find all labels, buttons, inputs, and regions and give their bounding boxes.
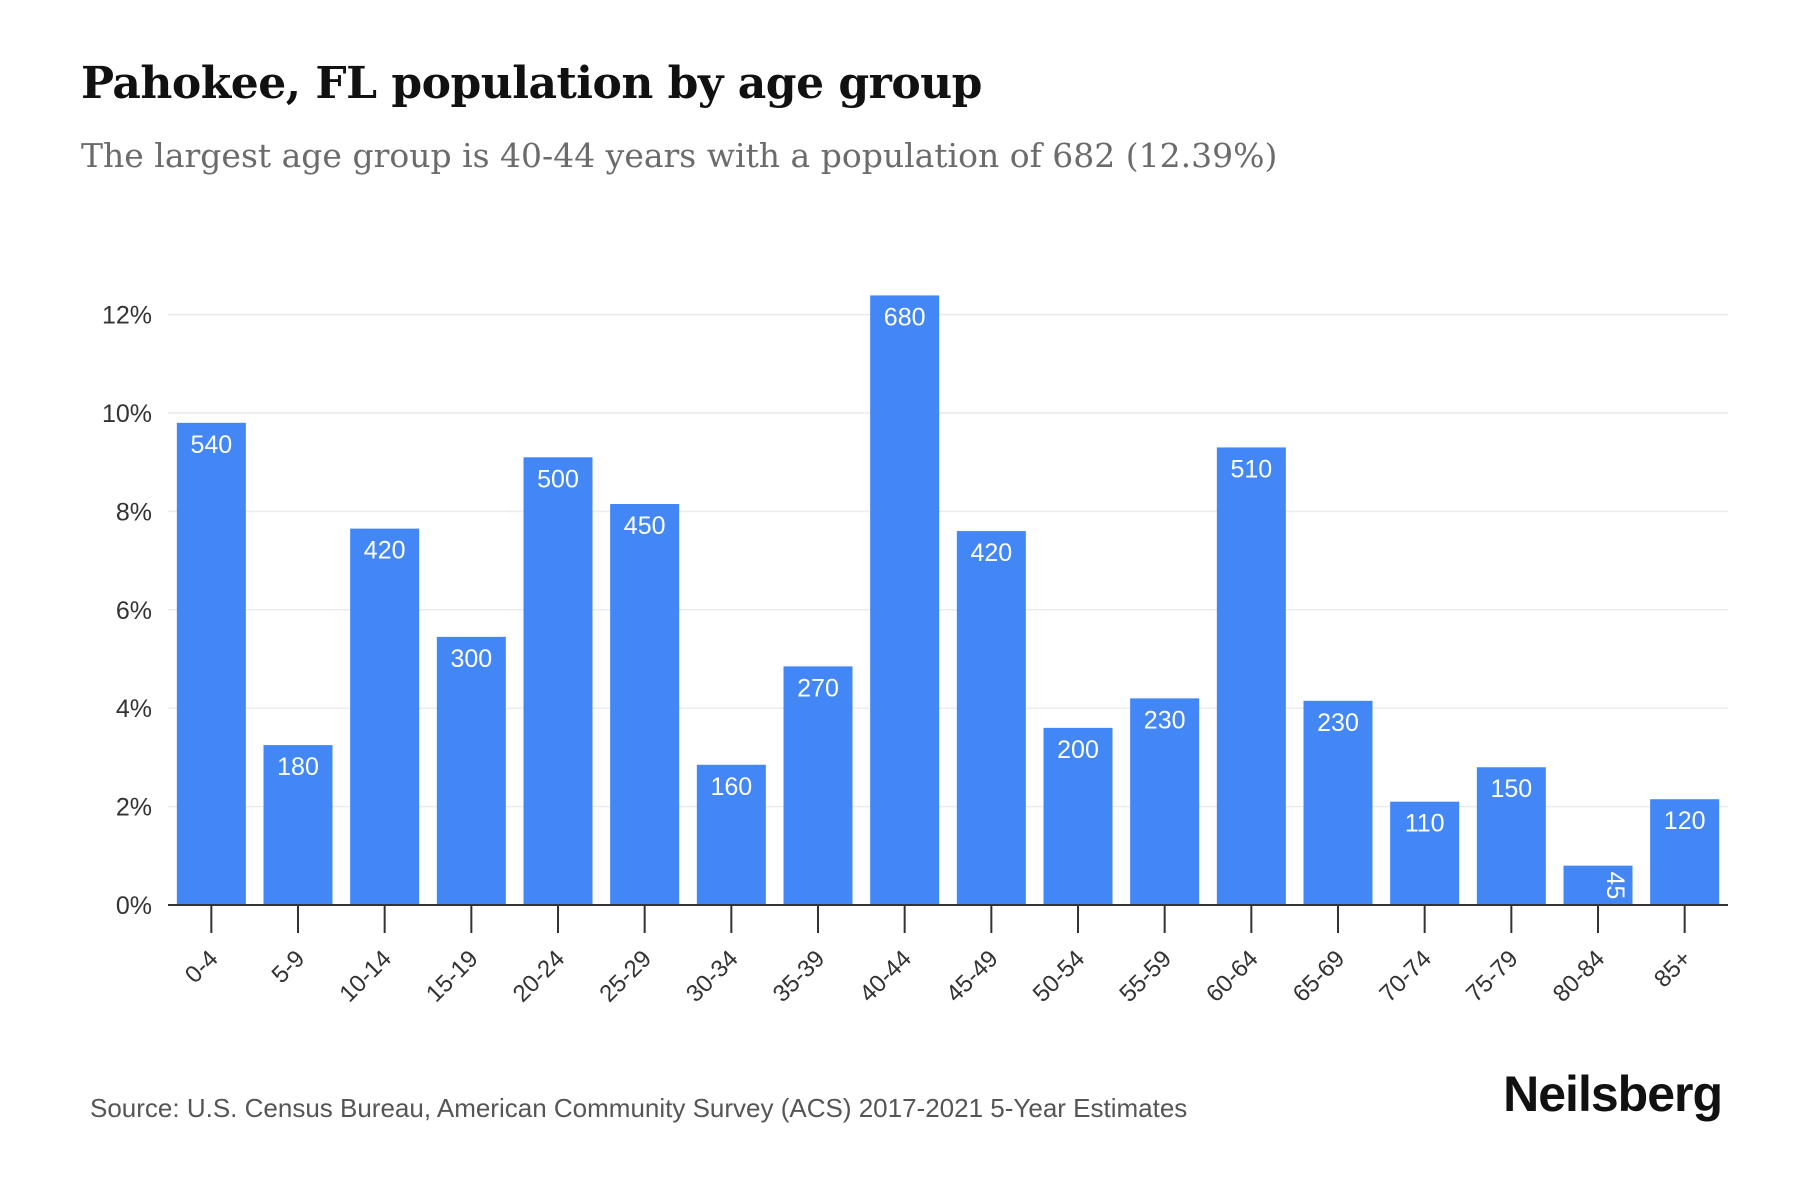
bar	[1563, 865, 1633, 905]
brand-logo: Neilsberg	[1503, 1066, 1723, 1122]
y-tick-label: 10%	[102, 400, 152, 428]
bar-value-label: 450	[624, 512, 666, 540]
bar-value-label: 120	[1664, 807, 1706, 835]
bar-value-label: 270	[797, 674, 839, 702]
chart-subtitle: The largest age group is 40-44 years wit…	[81, 136, 1278, 175]
x-tick-label: 5-9	[267, 945, 311, 989]
bar-value-label: 200	[1057, 736, 1099, 764]
bar	[523, 457, 593, 905]
bar	[870, 295, 940, 905]
bar	[1476, 767, 1546, 905]
bar	[1043, 727, 1113, 905]
bar-value-label: 500	[537, 465, 579, 493]
y-tick-label: 8%	[116, 498, 152, 526]
bar	[696, 764, 766, 905]
x-tick-label: 50-54	[1028, 945, 1091, 1008]
gridlines	[168, 313, 1728, 808]
bar-value-label: 160	[710, 773, 752, 801]
x-tick-label: 30-34	[681, 945, 744, 1008]
y-tick-label: 0%	[116, 892, 152, 920]
bar-value-label: 230	[1317, 709, 1359, 737]
x-tick-label: 25-29	[594, 945, 657, 1008]
bar-value-label: 230	[1144, 706, 1186, 734]
bars	[176, 295, 1720, 905]
x-axis	[168, 904, 1728, 933]
bar-value-label: 150	[1490, 775, 1532, 803]
x-tick-label: 70-74	[1374, 945, 1437, 1008]
bar	[610, 504, 680, 905]
bar	[436, 636, 506, 905]
bar-value-label: 510	[1230, 455, 1272, 483]
bar	[176, 422, 246, 905]
bar	[1303, 700, 1373, 905]
x-tick-label: 0-4	[180, 945, 224, 989]
bar-value-label: 45	[1601, 871, 1629, 899]
bar	[783, 666, 853, 905]
x-tick-label: 35-39	[768, 945, 831, 1008]
bar	[1216, 447, 1286, 905]
y-tick-label: 12%	[102, 302, 152, 330]
chart-title: Pahokee, FL population by age group	[81, 58, 982, 109]
bar	[263, 745, 333, 905]
bar	[1650, 799, 1720, 905]
bar	[350, 528, 420, 905]
bar-value-label: 680	[884, 303, 926, 331]
x-tick-label: 45-49	[941, 945, 1004, 1008]
bar-value-label: 540	[190, 431, 232, 459]
bar	[1390, 801, 1460, 905]
x-tick-label: 65-69	[1288, 945, 1351, 1008]
y-tick-label: 4%	[116, 695, 152, 723]
x-tick-label: 60-64	[1201, 945, 1264, 1008]
bar-value-label: 300	[450, 645, 492, 673]
bar-labels: 540 180 420 300 500 450 160 270 680 420 200 230 510 2…	[190, 303, 1705, 899]
bar-value-label: 420	[364, 537, 406, 565]
x-tick-label: 15-19	[421, 945, 484, 1008]
x-tick-label: 75-79	[1461, 945, 1524, 1008]
x-tick-label: 85+	[1649, 945, 1697, 993]
bar-value-label: 110	[1405, 810, 1445, 838]
bar-value-label: 420	[970, 539, 1012, 567]
bar-value-label: 180	[277, 753, 319, 781]
y-axis-ticks: 0% 2% 4% 6% 8% 10% 12%	[102, 302, 152, 920]
x-tick-label: 20-24	[508, 945, 571, 1008]
bar	[956, 531, 1026, 905]
source-note: Source: U.S. Census Bureau, American Com…	[90, 1093, 1188, 1123]
y-tick-label: 2%	[116, 794, 152, 822]
x-axis-ticks: 0-4 5-9 10-14 15-19 20-24 25-29 30-34 35-39 40-4…	[180, 945, 1697, 1008]
x-tick-label: 55-59	[1114, 945, 1177, 1008]
bar	[1130, 698, 1200, 905]
x-tick-label: 40-44	[854, 945, 917, 1008]
x-tick-label: 80-84	[1548, 945, 1611, 1008]
x-tick-label: 10-14	[334, 945, 397, 1008]
y-tick-label: 6%	[116, 597, 152, 625]
